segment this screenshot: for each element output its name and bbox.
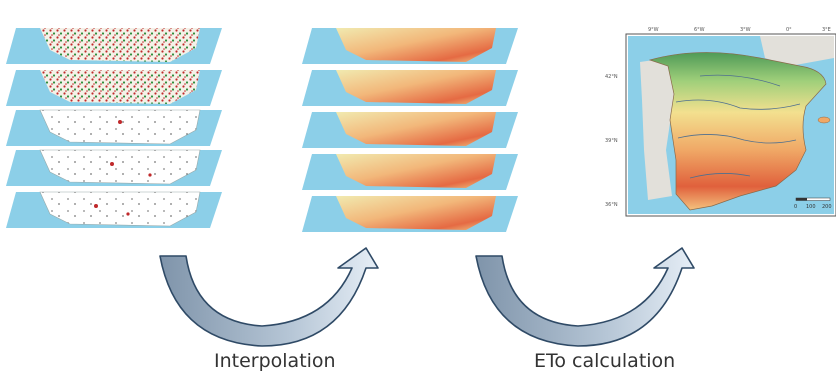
- spain-land: [648, 52, 827, 211]
- interpolated-layer: [302, 70, 518, 106]
- scale-tick: 100: [806, 204, 816, 210]
- scale-tick: 200: [822, 204, 832, 210]
- station-layer: [6, 149, 222, 186]
- scale-tick: 0: [794, 204, 797, 210]
- rivers: [675, 74, 801, 179]
- station-layer: [6, 191, 222, 228]
- interpolation-arrow: [159, 247, 379, 347]
- lat-tick: 42°N: [605, 74, 618, 80]
- station-layer: [6, 28, 222, 64]
- lon-tick: 6°W: [694, 27, 705, 33]
- balearic-islands: [817, 116, 831, 124]
- lat-tick: 36°N: [605, 202, 618, 208]
- interpolated-layer: [302, 28, 518, 64]
- lat-ticks: 42°N 39°N 36°N: [605, 74, 618, 208]
- interpolation-label: Interpolation: [214, 350, 336, 372]
- eto-calculation-arrow: [475, 247, 695, 347]
- lon-ticks: 9°W 6°W 3°W 0° 3°E: [648, 27, 831, 33]
- station-data-stack: [6, 28, 222, 228]
- lat-tick: 39°N: [605, 138, 618, 144]
- interpolated-stack: [302, 28, 518, 232]
- lon-tick: 3°W: [740, 27, 751, 33]
- station-layer: [6, 70, 222, 106]
- eto-map: 9°W 6°W 3°W 0° 3°E 42°N 39°N 36°N 0 100 …: [605, 27, 836, 217]
- interpolated-layer: [302, 196, 518, 232]
- lon-tick: 3°E: [822, 27, 831, 33]
- interpolated-layer: [302, 154, 518, 190]
- lon-tick: 0°: [786, 27, 792, 33]
- interpolated-layer: [302, 112, 518, 148]
- neighbor-land: [640, 58, 674, 200]
- lon-tick: 9°W: [648, 27, 659, 33]
- scale-bar: 0 100 200: [794, 197, 832, 210]
- france-land: [760, 36, 834, 66]
- eto-calculation-label: ETo calculation: [534, 350, 676, 372]
- station-layer: [6, 109, 222, 146]
